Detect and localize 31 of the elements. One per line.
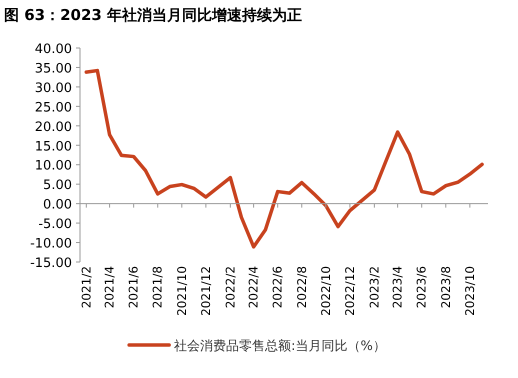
y-tick-label: 35.00 — [34, 61, 72, 76]
x-tick-label: 2023/6 — [414, 266, 429, 308]
x-tick-label: 2022/10 — [318, 266, 333, 316]
chart-title: 图 63：2023 年社消当月同比增速持续为正 — [4, 6, 302, 24]
x-tick-label: 2021/2 — [79, 266, 94, 308]
y-tick-label: -5.00 — [38, 217, 72, 232]
y-tick-label: -10.00 — [30, 236, 72, 252]
x-tick-label: 2022/12 — [342, 266, 357, 316]
y-tick-label: 0.00 — [43, 198, 72, 213]
x-tick-label: 2023/8 — [438, 266, 453, 308]
y-tick-label: 40.00 — [34, 42, 72, 57]
x-tick-label: 2021/12 — [198, 266, 213, 316]
y-tick-label: 10.00 — [34, 158, 72, 174]
x-tick-label: 2022/8 — [294, 266, 309, 308]
y-tick-label: 30.00 — [34, 80, 72, 96]
y-tick-label: 15.00 — [34, 139, 72, 154]
x-tick-label: 2022/6 — [270, 266, 285, 308]
y-tick-label: 25.00 — [34, 100, 72, 116]
x-tick-label: 2022/2 — [223, 266, 238, 308]
x-tick-label: 2021/10 — [174, 266, 189, 316]
x-tick-label: 2023/4 — [390, 266, 405, 308]
y-tick-label: -15.00 — [30, 256, 72, 271]
x-tick-label: 2021/8 — [150, 266, 165, 308]
y-tick-label: 20.00 — [34, 120, 72, 135]
x-tick-label: 2023/10 — [462, 266, 477, 316]
x-tick-label: 2022/4 — [246, 266, 261, 308]
x-tick-label: 2021/6 — [126, 266, 141, 308]
x-tick-label: 2023/2 — [367, 266, 382, 308]
x-tick-label: 2021/4 — [102, 266, 117, 308]
legend-label: 社会消费品零售总额:当月同比（%） — [174, 339, 386, 354]
y-tick-label: 5.00 — [43, 178, 72, 194]
